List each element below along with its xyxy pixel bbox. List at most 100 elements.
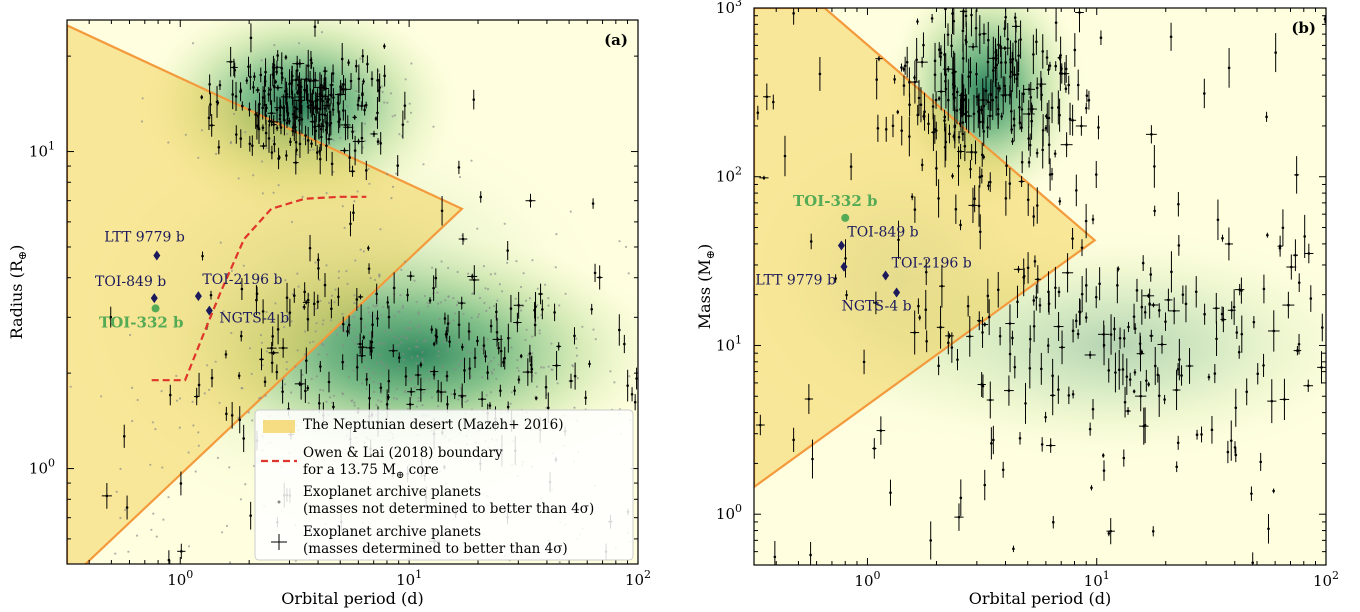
archive-planet-point — [930, 17, 934, 20]
archive-planet-point — [276, 54, 279, 57]
archive-planet-point — [330, 162, 334, 166]
archive-planet-point — [1080, 246, 1084, 249]
x-axis-label: Orbital period (d) — [281, 589, 423, 608]
archive-planet-point — [321, 95, 324, 98]
archive-planet-dot — [496, 299, 499, 302]
archive-planet-point — [955, 109, 959, 112]
archive-planet-point — [275, 108, 279, 112]
archive-planet-point — [254, 113, 257, 116]
archive-planet-point — [362, 336, 366, 339]
archive-planet-point — [1170, 270, 1173, 274]
archive-planet-point — [318, 107, 322, 111]
archive-planet-point — [988, 180, 992, 184]
archive-planet-dot — [357, 407, 360, 410]
archive-planet-dot — [291, 220, 294, 224]
archive-planet-point — [237, 374, 241, 377]
archive-planet-dot — [409, 378, 413, 381]
archive-planet-point — [977, 204, 981, 208]
archive-planet-point — [1016, 300, 1019, 304]
archive-planet-point — [1150, 133, 1153, 136]
archive-planet-point — [361, 92, 364, 95]
x-tick-label: 101 — [1084, 569, 1110, 590]
archive-planet-point — [932, 131, 935, 134]
archive-planet-dot — [161, 466, 164, 469]
archive-planet-point — [1109, 529, 1113, 533]
archive-planet-point — [982, 32, 986, 36]
planet-marker — [194, 291, 202, 302]
archive-planet-dot — [321, 389, 325, 392]
archive-planet-point — [893, 78, 896, 81]
archive-planet-point — [989, 93, 993, 97]
archive-planet-point — [974, 151, 977, 154]
archive-planet-point — [257, 127, 261, 131]
archive-planet-dot — [352, 357, 356, 360]
archive-planet-point — [387, 315, 391, 319]
archive-planet-point — [295, 107, 299, 111]
archive-planet-point — [376, 79, 379, 82]
archive-planet-point — [507, 336, 510, 340]
archive-planet-dot — [459, 386, 462, 390]
archive-planet-point — [1167, 298, 1170, 302]
archive-planet-point — [179, 482, 183, 485]
x-tick-label: 102 — [1313, 569, 1339, 590]
archive-planet-point — [376, 140, 380, 143]
archive-planet-point — [1125, 375, 1129, 378]
archive-planet-dot — [208, 388, 211, 391]
archive-planet-point — [432, 286, 435, 290]
archive-planet-point — [303, 88, 306, 92]
archive-planet-point — [967, 114, 970, 118]
archive-planet-point — [1188, 364, 1191, 368]
archive-planet-point — [251, 144, 254, 147]
archive-planet-point — [372, 132, 376, 136]
archive-planet-point — [1053, 152, 1057, 155]
archive-planet-point — [497, 346, 501, 350]
archive-planet-dot — [353, 200, 356, 203]
archive-planet-point — [977, 319, 981, 323]
archive-planet-dot — [456, 270, 459, 274]
archive-planet-dot — [318, 278, 321, 282]
archive-planet-point — [304, 389, 307, 393]
archive-planet-point — [386, 301, 390, 304]
archive-planet-dot — [446, 349, 449, 352]
archive-planet-point — [1122, 337, 1126, 340]
archive-planet-dot — [538, 332, 541, 335]
archive-planet-dot — [353, 401, 356, 404]
archive-planet-point — [247, 65, 250, 68]
archive-planet-point — [1010, 109, 1013, 113]
archive-planet-dot — [361, 382, 364, 385]
archive-planet-point — [267, 137, 271, 140]
archive-planet-dot — [351, 399, 354, 402]
archive-planet-point — [293, 105, 297, 109]
archive-planet-dot — [391, 115, 394, 118]
archive-planet-point — [261, 106, 265, 110]
archive-planet-dot — [314, 330, 317, 333]
archive-planet-point — [1127, 325, 1130, 329]
archive-planet-point — [298, 142, 302, 146]
archive-planet-dot — [418, 324, 421, 327]
archive-planet-dot — [494, 272, 497, 275]
archive-planet-dot — [476, 315, 479, 319]
archive-planet-point — [1066, 271, 1069, 275]
archive-planet-dot — [555, 233, 558, 236]
archive-planet-dot — [362, 250, 365, 253]
archive-planet-dot — [531, 352, 534, 355]
archive-planet-point — [371, 323, 374, 327]
archive-planet-point — [365, 378, 369, 381]
archive-planet-dot — [417, 311, 420, 314]
archive-planet-point — [306, 139, 310, 142]
archive-planet-dot — [436, 302, 440, 305]
archive-planet-point — [972, 112, 976, 116]
archive-planet-dot — [428, 370, 431, 373]
archive-planet-point — [317, 123, 321, 127]
archive-planet-point — [990, 442, 993, 445]
archive-planet-dot — [399, 294, 402, 297]
archive-planet-dot — [381, 90, 384, 94]
archive-planet-dot — [550, 342, 553, 345]
archive-planet-dot — [389, 92, 393, 95]
archive-planet-point — [978, 120, 982, 124]
archive-planet-dot — [573, 406, 576, 409]
archive-planet-point — [1068, 117, 1072, 121]
archive-planet-dot — [222, 310, 225, 313]
archive-planet-point — [1084, 219, 1088, 223]
archive-planet-point — [1047, 143, 1051, 146]
